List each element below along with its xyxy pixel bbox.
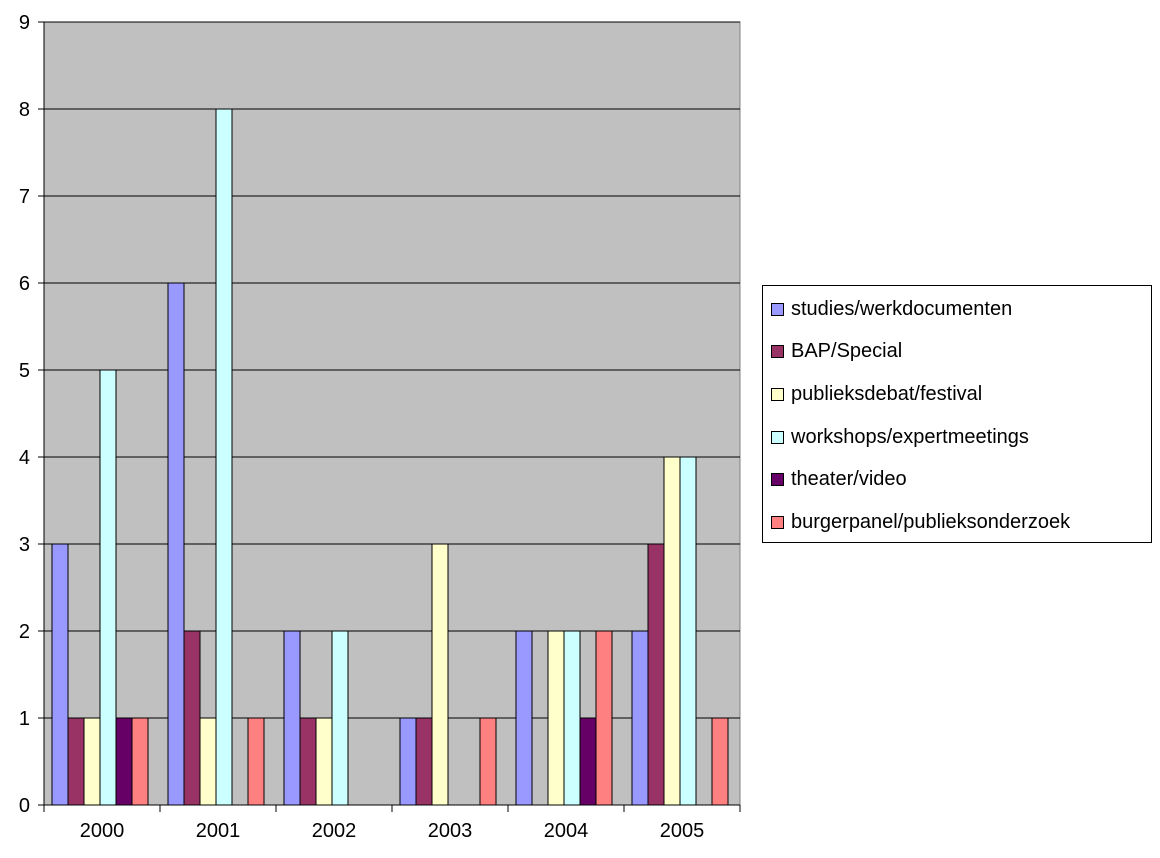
bar-bap-special-2000	[67, 717, 85, 806]
legend-item: workshops/expertmeetings	[763, 416, 1151, 459]
bar-publieksdebat-festival-2005	[663, 456, 681, 806]
legend-swatch	[771, 515, 784, 529]
bar-publieksdebat-festival-2002	[315, 717, 333, 806]
legend: studies/werkdocumenten BAP/Special publiek…	[762, 285, 1152, 543]
bar-burgerpanel-publieksonderzoek-2005	[711, 717, 729, 806]
legend-swatch	[771, 345, 784, 359]
legend-label: theater/video	[791, 468, 907, 491]
legend-swatch	[771, 387, 784, 401]
axes	[38, 21, 741, 812]
bar-studies-werkdocumenten-2002	[283, 630, 301, 806]
y-tick-label: 2	[19, 621, 30, 643]
legend-label: publieksdebat/festival	[791, 382, 983, 405]
y-tick-label: 7	[19, 186, 30, 208]
x-tick-label: 2003	[428, 820, 473, 842]
bar-theater-video-2004	[579, 717, 597, 806]
x-tick-label: 2001	[196, 820, 241, 842]
bar-bap-special-2002	[299, 717, 317, 806]
bar-studies-werkdocumenten-2005	[631, 630, 649, 806]
legend-item: publieksdebat/festival	[763, 373, 1151, 416]
grid-lines	[44, 21, 740, 719]
bar-studies-werkdocumenten-2004	[515, 630, 533, 806]
legend-item: theater/video	[763, 458, 1151, 501]
legend-label: workshops/expertmeetings	[791, 425, 1029, 448]
bar-burgerpanel-publieksonderzoek-2001	[247, 717, 265, 806]
y-axis-tick-labels: 0 1 2 3 4 5 6 7 8 9	[19, 12, 30, 817]
bar-publieksdebat-festival-2001	[199, 717, 217, 806]
x-tick-label: 2002	[312, 820, 357, 842]
legend-item: burgerpanel/publieksonderzoek	[763, 501, 1151, 544]
bar-theater-video-2000	[115, 717, 133, 806]
y-tick-label: 8	[19, 99, 30, 121]
legend-swatch	[771, 473, 784, 487]
bar-workshops-expertmeetings-2001	[215, 108, 233, 806]
bar-bap-special-2003	[415, 717, 433, 806]
bars	[51, 108, 729, 806]
x-axis-tick-labels: 2000 2001 2002 2003 2004 2005	[80, 820, 705, 842]
x-tick-label: 2000	[80, 820, 125, 842]
bar-bap-special-2005	[647, 543, 665, 806]
y-tick-label: 3	[19, 534, 30, 556]
bar-burgerpanel-publieksonderzoek-2003	[479, 717, 497, 806]
y-tick-label: 9	[19, 12, 30, 34]
legend-item: BAP/Special	[763, 331, 1151, 374]
bar-workshops-expertmeetings-2002	[331, 630, 349, 806]
bar-burgerpanel-publieksonderzoek-2000	[131, 717, 149, 806]
bar-bap-special-2001	[183, 630, 201, 806]
bar-publieksdebat-festival-2000	[83, 717, 101, 806]
legend-label: studies/werkdocumenten	[791, 297, 1013, 320]
bar-workshops-expertmeetings-2004	[563, 630, 581, 806]
y-tick-label: 6	[19, 273, 30, 295]
bar-studies-werkdocumenten-2003	[399, 717, 417, 806]
y-tick-label: 0	[19, 795, 30, 817]
bar-publieksdebat-festival-2004	[547, 630, 565, 806]
x-tick-label: 2004	[544, 820, 589, 842]
legend-label: burgerpanel/publieksonderzoek	[791, 510, 1071, 533]
legend-item: studies/werkdocumenten	[763, 288, 1151, 331]
y-tick-label: 1	[19, 708, 30, 730]
bar-burgerpanel-publieksonderzoek-2004	[595, 630, 613, 806]
bar-studies-werkdocumenten-2000	[51, 543, 69, 806]
legend-label: BAP/Special	[791, 340, 903, 363]
y-tick-label: 5	[19, 360, 30, 382]
bar-studies-werkdocumenten-2001	[167, 282, 185, 806]
legend-swatch	[771, 430, 784, 444]
bar-workshops-expertmeetings-2005	[679, 456, 697, 806]
plot-area	[43, 21, 741, 806]
legend-swatch	[771, 302, 784, 316]
x-tick-label: 2005	[660, 820, 705, 842]
bar-publieksdebat-festival-2003	[431, 543, 449, 806]
bar-workshops-expertmeetings-2000	[99, 369, 117, 806]
y-tick-label: 4	[19, 447, 30, 469]
